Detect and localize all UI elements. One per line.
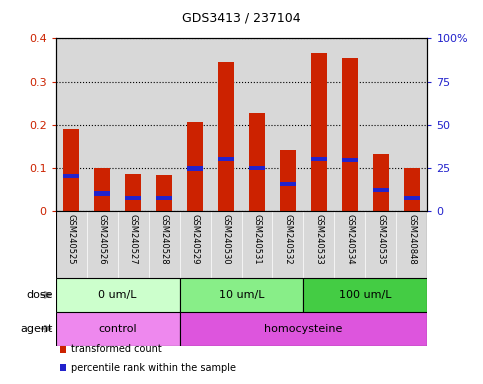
- Bar: [249, 166, 265, 170]
- Text: GSM240529: GSM240529: [190, 214, 199, 265]
- Bar: [156, 175, 172, 211]
- Bar: [373, 154, 389, 211]
- Text: GSM240848: GSM240848: [408, 214, 416, 265]
- Bar: [94, 191, 110, 196]
- Bar: [56, 312, 180, 346]
- Text: GDS3413 / 237104: GDS3413 / 237104: [182, 12, 301, 25]
- Text: percentile rank within the sample: percentile rank within the sample: [71, 363, 236, 373]
- Bar: [180, 312, 427, 346]
- Text: control: control: [98, 324, 137, 334]
- Bar: [404, 196, 420, 200]
- Bar: [342, 58, 358, 211]
- Bar: [280, 151, 296, 211]
- Text: transformed count: transformed count: [71, 344, 162, 354]
- Bar: [342, 158, 358, 162]
- Text: 0 um/L: 0 um/L: [98, 290, 137, 300]
- Text: GSM240528: GSM240528: [159, 214, 169, 265]
- Bar: [187, 122, 203, 211]
- Text: GSM240530: GSM240530: [222, 214, 230, 265]
- Text: GSM240531: GSM240531: [253, 214, 261, 265]
- Bar: [180, 278, 303, 312]
- Bar: [218, 62, 234, 211]
- Bar: [280, 182, 296, 186]
- Text: agent: agent: [21, 324, 53, 334]
- Text: GSM240526: GSM240526: [98, 214, 107, 265]
- Text: GSM240525: GSM240525: [67, 214, 75, 265]
- Text: GSM240527: GSM240527: [128, 214, 138, 265]
- Text: GSM240535: GSM240535: [376, 214, 385, 265]
- Bar: [56, 278, 180, 312]
- Bar: [156, 196, 172, 200]
- Bar: [373, 188, 389, 192]
- Bar: [94, 168, 110, 211]
- Text: dose: dose: [27, 290, 53, 300]
- Bar: [303, 278, 427, 312]
- Bar: [63, 129, 79, 211]
- Text: homocysteine: homocysteine: [264, 324, 342, 334]
- Text: GSM240533: GSM240533: [314, 214, 324, 265]
- Bar: [63, 174, 79, 179]
- Bar: [311, 53, 327, 211]
- Bar: [311, 157, 327, 161]
- Bar: [404, 168, 420, 211]
- Text: GSM240534: GSM240534: [345, 214, 355, 265]
- Text: GSM240532: GSM240532: [284, 214, 293, 265]
- Bar: [249, 113, 265, 211]
- Bar: [187, 166, 203, 171]
- Text: 100 um/L: 100 um/L: [339, 290, 392, 300]
- Bar: [125, 174, 141, 211]
- Bar: [218, 157, 234, 161]
- Bar: [125, 196, 141, 200]
- Text: 10 um/L: 10 um/L: [219, 290, 264, 300]
